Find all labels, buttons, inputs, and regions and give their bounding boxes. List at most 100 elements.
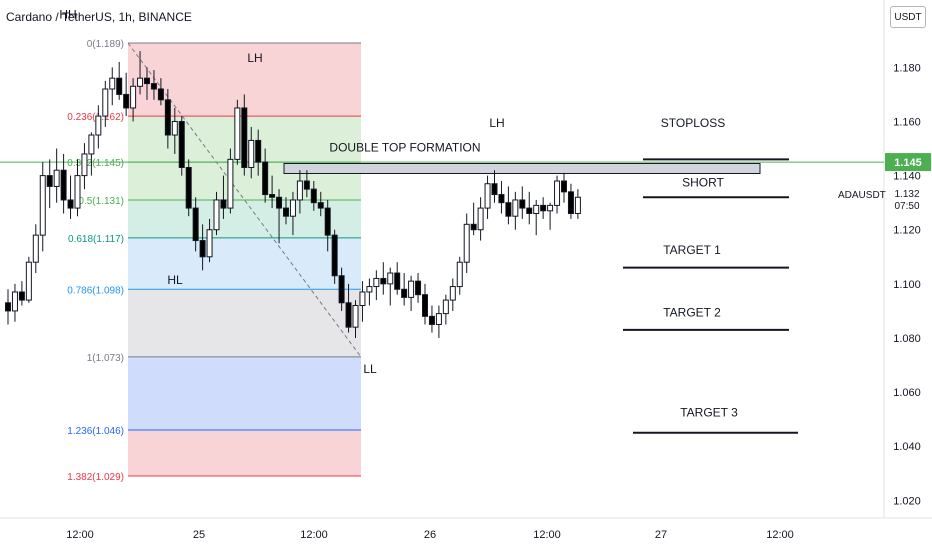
candle-body xyxy=(39,175,46,236)
price-axis-tick: 1.180 xyxy=(893,62,921,74)
candle-body xyxy=(477,207,484,231)
candle-body xyxy=(449,286,456,301)
candle-body xyxy=(88,134,95,155)
candle-body xyxy=(296,180,303,201)
candle-body xyxy=(25,261,32,301)
time-axis-tick: 12:00 xyxy=(766,529,794,541)
candle-body xyxy=(310,188,317,204)
candle-body xyxy=(81,153,88,177)
candle-body xyxy=(102,88,109,117)
candle-body xyxy=(380,277,387,285)
chart-annotation: SHORT xyxy=(682,175,724,189)
candle-body xyxy=(540,204,547,212)
candle-body xyxy=(422,294,428,317)
candle-body xyxy=(276,196,283,209)
candle-body xyxy=(435,313,442,325)
chart-annotation: HL xyxy=(167,273,183,287)
chart-annotation: TARGET 2 xyxy=(663,305,721,319)
candle-body xyxy=(512,199,519,217)
candle-body xyxy=(227,158,234,209)
time-axis-tick: 12:00 xyxy=(533,529,561,541)
candle-body xyxy=(46,175,53,187)
candle-body xyxy=(74,175,81,209)
candle-body xyxy=(234,107,241,160)
candle-body xyxy=(206,229,213,258)
fib-level-label: 0.5(1.131) xyxy=(78,196,124,207)
candle-body xyxy=(248,139,255,168)
candle-body xyxy=(533,204,540,214)
candle-body xyxy=(185,166,192,209)
fib-level-label: 0.786(1.098) xyxy=(67,285,124,296)
chart-annotation: TARGET 3 xyxy=(680,405,738,419)
candle-body xyxy=(498,194,505,204)
time-axis-tick: 12:00 xyxy=(66,529,94,541)
candle-body xyxy=(519,199,526,209)
candle-body xyxy=(324,207,331,236)
candle-body xyxy=(338,275,345,304)
chart-annotation: LH xyxy=(489,116,504,130)
chart-title: Cardano / TetherUS, 1h, BINANCE xyxy=(6,10,192,24)
candle-body xyxy=(199,240,206,258)
candle-body xyxy=(137,77,144,87)
candle-body xyxy=(505,202,512,217)
candle-body xyxy=(408,280,415,298)
fib-level-label: 1.236(1.046) xyxy=(67,426,124,437)
price-axis-tick: 1.060 xyxy=(893,387,921,399)
candle-body xyxy=(463,223,470,263)
chart-annotation: TARGET 1 xyxy=(663,243,721,257)
fib-level-label: 0.382(1.145) xyxy=(67,158,124,169)
candle-body xyxy=(164,99,171,136)
chart-annotation: STOPLOSS xyxy=(661,116,725,130)
candle-body xyxy=(456,261,463,288)
candle-body xyxy=(178,120,185,168)
candle-body xyxy=(345,302,352,328)
candle-body xyxy=(359,291,366,307)
fib-level-label: 1(1.073) xyxy=(87,353,124,364)
candle-body xyxy=(526,207,533,214)
chart-annotation: DOUBLE TOP FORMATION xyxy=(329,140,480,154)
candle-body xyxy=(289,199,296,217)
price-axis-tick: 1.080 xyxy=(893,333,921,345)
last-price-value: 1.132 xyxy=(894,189,919,200)
candle-body xyxy=(150,83,157,90)
candle-body xyxy=(67,199,74,209)
current-price-badge xyxy=(885,153,931,172)
price-axis-tick: 1.020 xyxy=(893,495,921,507)
price-axis-tick: 1.100 xyxy=(893,279,921,291)
time-axis-tick: 12:00 xyxy=(300,529,328,541)
candle-body xyxy=(574,196,581,214)
fib-zone xyxy=(128,289,361,357)
candle-body xyxy=(442,299,449,315)
candle-body xyxy=(387,272,394,285)
time-axis-tick: 26 xyxy=(424,529,436,541)
candle-body xyxy=(303,180,310,190)
chart-annotation: LL xyxy=(363,362,377,376)
candle-body xyxy=(428,315,435,325)
candle-body xyxy=(317,202,324,209)
candle-body xyxy=(373,277,380,288)
candle-body xyxy=(11,291,18,312)
candle-body xyxy=(470,223,477,231)
candle-body xyxy=(283,207,289,217)
time-axis-tick: 27 xyxy=(655,529,667,541)
candle-body xyxy=(331,234,338,277)
price-axis-tick: 1.140 xyxy=(893,171,921,183)
candle-body xyxy=(171,120,178,136)
currency-button[interactable]: USDT xyxy=(890,6,926,28)
fib-level-label: 1.382(1.029) xyxy=(67,472,124,483)
candle-body xyxy=(32,234,39,263)
time-axis-tick: 25 xyxy=(193,529,205,541)
candle-body xyxy=(95,115,102,136)
candle-body xyxy=(192,207,199,242)
candle-body xyxy=(60,169,67,201)
candle-body xyxy=(366,286,373,293)
current-price-value: 1.145 xyxy=(894,157,922,169)
fib-trendline xyxy=(127,42,362,358)
price-axis-tick: 1.040 xyxy=(893,441,921,453)
candle-body xyxy=(144,77,150,85)
candle-body xyxy=(255,139,262,163)
candle-body xyxy=(123,93,130,109)
countdown-value: 07:50 xyxy=(894,201,919,212)
fib-level-label: 0.618(1.117) xyxy=(68,234,124,245)
